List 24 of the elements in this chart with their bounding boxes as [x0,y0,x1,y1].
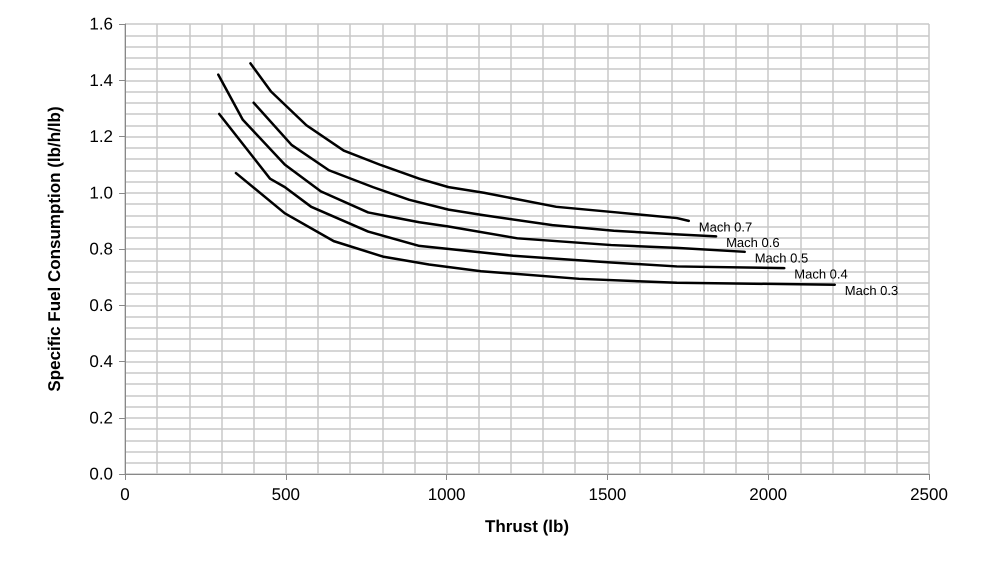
x-tick-label: 2500 [910,485,948,504]
y-tick-label: 0.2 [89,408,113,428]
y-tick-label: 0.4 [89,352,113,371]
y-tick-label: 1.6 [89,14,113,34]
y-tick-label: 0.0 [89,464,113,484]
y-tick-label: 0.8 [89,240,113,258]
y-tick-label: 0.6 [89,296,113,315]
x-tick-label: 1500 [588,485,626,504]
series-label: Mach 0.3 [844,283,898,298]
y-tick-label: 1.4 [89,70,113,90]
line-series [218,112,786,270]
y-tick-label: 1.2 [89,127,113,146]
x-tick-label: 1000 [428,485,466,504]
y-tick-label: 1.0 [89,183,113,202]
y-axis-title: Specific Fuel Consumption (lb/h/lb) [45,106,64,392]
x-tick-label: 2000 [749,485,788,504]
x-tick-label: 0 [120,485,130,504]
series-label: Mach 0.7 [698,219,752,234]
series-label: Mach 0.4 [794,266,848,282]
series-label: Mach 0.6 [726,234,780,250]
line-series [249,62,690,222]
x-axis-title: Thrust (lb) [484,517,570,536]
x-tick-label: 500 [272,485,300,504]
series-label: Mach 0.5 [754,250,808,266]
